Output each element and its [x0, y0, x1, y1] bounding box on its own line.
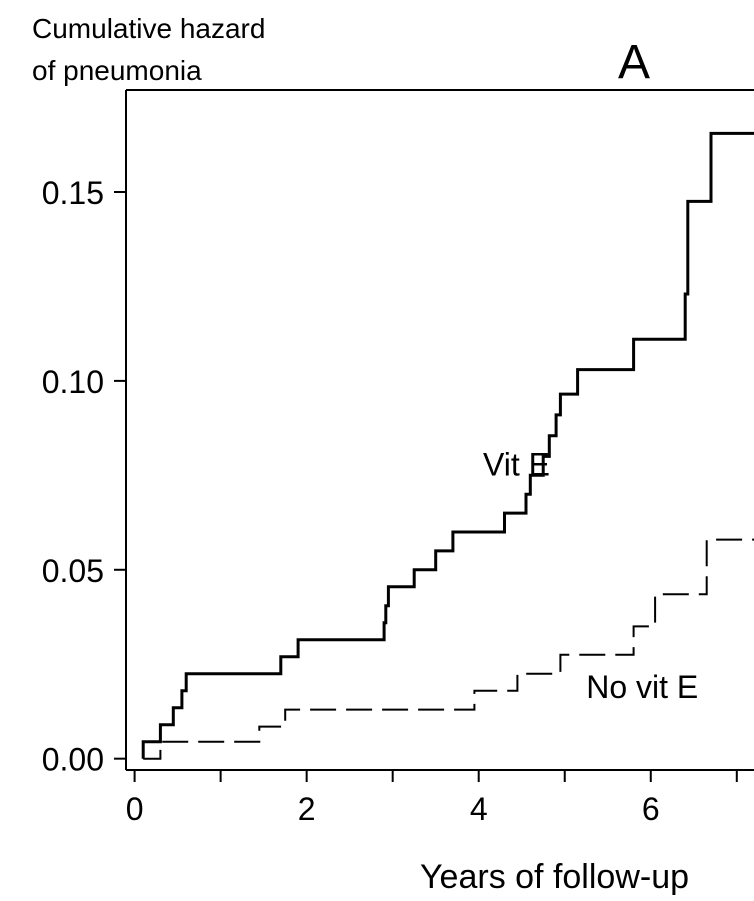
- y-tick-label: 0.05: [42, 553, 104, 589]
- x-axis: 0 2 4 6: [126, 770, 738, 827]
- y-axis-label-line-2: of pneumonia: [32, 55, 202, 86]
- series-layer: Vit E No vit E: [141, 131, 754, 760]
- x-tick-label: 0: [126, 791, 144, 827]
- x-tick-label: 2: [298, 791, 316, 827]
- plot-frame: [125, 89, 754, 771]
- panel-label: A: [618, 36, 650, 89]
- y-tick-label: 0.10: [42, 364, 104, 400]
- y-tick-label: 0.00: [42, 742, 104, 778]
- series-line-no-vit-e: [143, 538, 754, 760]
- y-tick-label: 0.15: [42, 175, 104, 211]
- x-tick-label: 6: [642, 791, 660, 827]
- series-label-vit-e: Vit E: [483, 446, 550, 482]
- series-line-vit-e: [141, 131, 754, 759]
- x-axis-label: Years of follow-up: [420, 858, 689, 896]
- y-axis: 0.00 0.05 0.10 0.15: [42, 175, 126, 778]
- y-axis-label-line-1: Cumulative hazard: [32, 13, 265, 44]
- x-tick-label: 4: [470, 791, 488, 827]
- series-label-no-vit-e: No vit E: [586, 669, 698, 705]
